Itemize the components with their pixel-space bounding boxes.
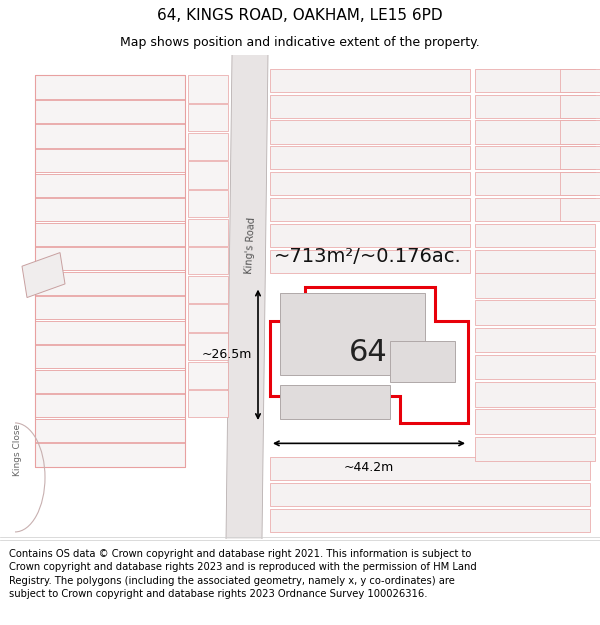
Bar [475, 146, 595, 169]
Bar [475, 409, 595, 434]
Bar [35, 149, 185, 173]
Bar [270, 94, 470, 118]
Bar [270, 509, 590, 532]
Bar [35, 296, 185, 319]
Bar [270, 224, 470, 247]
Bar [270, 121, 470, 144]
Bar [188, 76, 228, 102]
Bar [35, 272, 185, 295]
Bar [188, 219, 228, 246]
Bar [270, 173, 470, 196]
Bar [188, 190, 228, 217]
Polygon shape [22, 253, 65, 298]
Bar [35, 198, 185, 221]
Polygon shape [226, 55, 268, 539]
Bar [35, 247, 185, 270]
Bar [188, 276, 228, 303]
Bar [560, 94, 600, 118]
Bar [475, 198, 595, 221]
Bar [270, 457, 590, 480]
Bar [188, 390, 228, 418]
Bar [188, 104, 228, 131]
Text: ~713m²/~0.176ac.: ~713m²/~0.176ac. [274, 247, 462, 266]
Bar [475, 224, 595, 247]
Bar [188, 362, 228, 389]
Bar [475, 173, 595, 196]
Bar [270, 69, 470, 92]
Bar [188, 247, 228, 274]
Bar [35, 321, 185, 344]
Bar [280, 294, 425, 375]
Bar [475, 328, 595, 352]
Bar [270, 483, 590, 506]
Bar [35, 345, 185, 368]
Bar [560, 121, 600, 144]
Bar [35, 100, 185, 123]
Bar [188, 132, 228, 160]
Polygon shape [270, 287, 468, 423]
Bar [560, 198, 600, 221]
Bar [560, 69, 600, 92]
Bar [35, 76, 185, 466]
Bar [35, 394, 185, 418]
Text: Map shows position and indicative extent of the property.: Map shows position and indicative extent… [120, 36, 480, 49]
Bar [475, 300, 595, 325]
Bar [475, 94, 595, 118]
Bar [270, 250, 470, 273]
Bar [560, 173, 600, 196]
Bar [188, 161, 228, 189]
Bar [475, 250, 595, 273]
Bar [188, 333, 228, 360]
Bar [270, 146, 470, 169]
Bar [35, 174, 185, 197]
Bar [390, 341, 455, 382]
Bar [475, 121, 595, 144]
Bar [560, 146, 600, 169]
Bar [270, 198, 470, 221]
Bar [280, 385, 390, 419]
Bar [475, 273, 595, 298]
Bar [35, 76, 185, 99]
Text: ~26.5m: ~26.5m [202, 348, 252, 361]
Bar [475, 382, 595, 407]
Text: King's Road: King's Road [244, 217, 256, 274]
Bar [35, 222, 185, 246]
Bar [35, 419, 185, 442]
Text: ~44.2m: ~44.2m [344, 461, 394, 474]
Bar [188, 304, 228, 332]
Bar [35, 124, 185, 148]
Bar [35, 370, 185, 393]
Text: 64, KINGS ROAD, OAKHAM, LE15 6PD: 64, KINGS ROAD, OAKHAM, LE15 6PD [157, 8, 443, 23]
Bar [475, 69, 595, 92]
Text: 64: 64 [349, 338, 388, 367]
Text: Kings Close: Kings Close [13, 424, 23, 476]
Bar [35, 443, 185, 466]
Text: Contains OS data © Crown copyright and database right 2021. This information is : Contains OS data © Crown copyright and d… [9, 549, 477, 599]
Bar [475, 355, 595, 379]
Bar [475, 436, 595, 461]
